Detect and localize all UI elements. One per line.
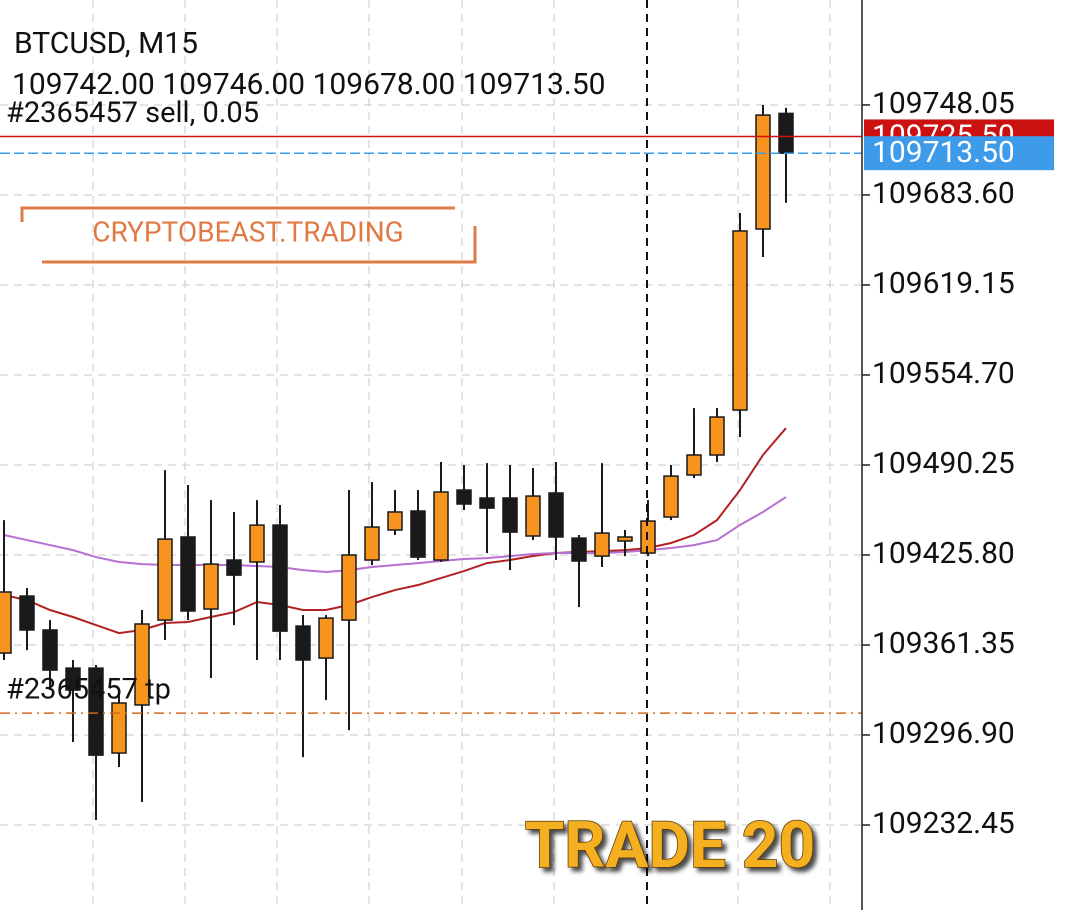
candle-body <box>203 563 219 610</box>
candle-body <box>755 114 771 230</box>
candle-body <box>663 475 679 518</box>
symbol-title: BTCUSD, M15 <box>14 26 198 61</box>
candle-body <box>272 524 288 632</box>
candle-body <box>410 510 426 558</box>
candle-body <box>525 495 541 537</box>
price-tag-label: 109713.50 <box>872 135 1015 170</box>
candle-body <box>686 454 702 476</box>
candle-body <box>778 112 794 154</box>
candle-body <box>617 536 633 542</box>
candle-body <box>341 554 357 621</box>
candle-body <box>249 524 265 563</box>
candle-body <box>709 416 725 456</box>
y-tick-label: 109232.45 <box>872 806 1015 841</box>
candle-body <box>0 591 12 654</box>
candle-body <box>134 623 150 706</box>
candle-body <box>88 667 104 756</box>
ohlc-close: 109713.50 <box>463 67 606 102</box>
watermark: CRYPTOBEAST.TRADING <box>20 206 477 264</box>
ohlc-high: 109746.00 <box>162 67 305 102</box>
y-tick-label: 109748.05 <box>872 86 1015 121</box>
candle-body <box>594 532 610 557</box>
trade-badge: TRADE 20 <box>525 808 816 883</box>
y-tick-label: 109554.70 <box>872 356 1015 391</box>
candle-body <box>433 491 449 561</box>
candle-body <box>226 559 242 576</box>
candle-body <box>456 489 472 505</box>
y-tick-label: 109490.25 <box>872 446 1015 481</box>
ohlc-low: 109678.00 <box>313 67 456 102</box>
candle-body <box>180 536 196 612</box>
y-tick-label: 109619.15 <box>872 266 1015 301</box>
watermark-text: CRYPTOBEAST.TRADING <box>92 215 404 248</box>
candle-body <box>157 538 173 621</box>
candle-body <box>364 526 380 561</box>
candle-body <box>65 667 81 691</box>
price-tag <box>864 136 1054 171</box>
candle-body <box>479 497 495 509</box>
candle-body <box>111 702 127 754</box>
candle-body <box>318 617 334 659</box>
candle-body <box>732 230 748 411</box>
y-tick-label: 109425.80 <box>872 536 1015 571</box>
candle-body <box>502 497 518 533</box>
price-line-label: #2365457 sell, 0.05 <box>6 96 259 130</box>
vertical-grid <box>92 0 831 910</box>
ohlc-open: 109742.00 <box>12 67 155 102</box>
candle-body <box>387 511 403 531</box>
candle-body <box>42 629 58 671</box>
y-tick-label: 109683.60 <box>872 176 1015 211</box>
candle-body <box>548 492 564 538</box>
candle-body <box>571 537 587 562</box>
y-tick-label: 109296.90 <box>872 716 1015 751</box>
y-tick-label: 109361.35 <box>872 626 1015 661</box>
price-line-label: #2365457 tp <box>6 673 171 707</box>
ohlc-info: 109742.00 109746.00 109678.00 109713.50 <box>12 67 606 102</box>
candle-body <box>19 595 35 631</box>
candle-body <box>295 625 311 661</box>
